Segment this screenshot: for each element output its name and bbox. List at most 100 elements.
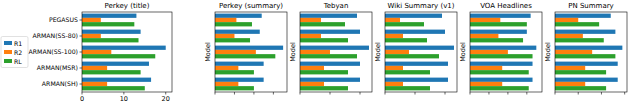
bar (385, 78, 448, 82)
x-tick (624, 92, 625, 95)
bar (215, 38, 250, 42)
frame (385, 12, 457, 92)
x-tick (360, 92, 361, 95)
bar (470, 46, 536, 50)
frame (82, 12, 172, 92)
panel: Perkey (title) 0 10 20 PEGASUS ARMAN(SS-80) AR… (29, 2, 172, 103)
y-label: Model (289, 42, 297, 62)
title: Perkey (title) (105, 2, 150, 10)
bar (470, 38, 523, 42)
legend-swatch (4, 41, 12, 45)
bar (385, 70, 430, 74)
title: Tebyan (323, 2, 349, 10)
bar (385, 50, 409, 54)
bar (82, 66, 107, 70)
legend-swatch (4, 59, 12, 63)
bar (385, 66, 403, 70)
bar (470, 22, 527, 26)
x-tick-label: 20 (162, 95, 170, 103)
bar (82, 30, 141, 34)
bar (385, 46, 454, 50)
x-tick (555, 92, 556, 95)
y-label: Model (459, 42, 467, 62)
legend: R1R2RL (1, 37, 28, 68)
bar (215, 30, 260, 34)
bar (470, 66, 502, 70)
bar (82, 54, 155, 58)
y-tick-label: PEGASUS (49, 16, 78, 23)
bars (300, 14, 369, 91)
bars (215, 14, 283, 91)
title: PN Summary (568, 2, 614, 10)
title: Wiki Summary (v1) (387, 2, 454, 10)
x-tick (488, 92, 489, 95)
y-tick-label: ARMAN(MSR) (37, 64, 78, 71)
y-tick-label: ARMAN(SS-80) (32, 32, 78, 39)
bar (385, 38, 427, 42)
bar (300, 66, 324, 70)
bar (300, 86, 348, 90)
bar (385, 18, 400, 22)
bar (215, 62, 264, 66)
bar (300, 82, 324, 86)
x-tick (526, 92, 527, 95)
frame (215, 12, 287, 92)
bar (470, 34, 498, 38)
bar (82, 70, 141, 74)
x-tick (273, 92, 274, 95)
panel: Perkey (summary)Model (204, 2, 287, 95)
y-tick (80, 36, 83, 37)
legend-label: R2 (14, 49, 22, 56)
bar (555, 62, 618, 66)
bar (82, 86, 145, 90)
bar (555, 46, 622, 50)
bar (385, 82, 403, 86)
bar (215, 86, 254, 90)
bar (385, 54, 439, 58)
bar (300, 54, 357, 58)
bar (300, 78, 360, 82)
frame (555, 12, 627, 92)
legend-label: R1 (14, 40, 22, 47)
y-tick (80, 68, 83, 69)
bar (555, 34, 583, 38)
x-tick (578, 92, 579, 95)
bar (300, 38, 348, 42)
bar (215, 66, 238, 70)
x-tick-label: 10 (120, 95, 128, 103)
legend-swatch (4, 50, 12, 54)
bar (300, 22, 345, 26)
bar (385, 34, 403, 38)
bar (300, 70, 348, 74)
bar (82, 50, 111, 54)
bar (470, 54, 533, 58)
bar (555, 78, 618, 82)
bar (555, 50, 592, 54)
bar (470, 30, 527, 34)
legend-box (1, 37, 28, 68)
bar (555, 54, 615, 58)
y-label: Model (374, 42, 382, 62)
bar (470, 86, 529, 90)
bar (215, 54, 275, 58)
x-tick (330, 92, 331, 95)
y-tick (80, 84, 83, 85)
x-tick (385, 92, 386, 95)
x-tick (470, 92, 471, 95)
bar (470, 82, 502, 86)
x-tick (445, 92, 446, 95)
bars (470, 14, 536, 91)
panel: Tebyan Model (289, 2, 372, 95)
bar (555, 38, 604, 42)
bar (215, 46, 283, 50)
bar (82, 82, 107, 86)
y-tick-label: ARMAN(SS-100) (29, 48, 78, 55)
bar (555, 70, 606, 74)
bar (470, 78, 533, 82)
y-tick-label: ARMAN(SH) (42, 80, 78, 87)
bar (300, 46, 369, 50)
y-label: Model (544, 42, 552, 62)
bar (82, 78, 151, 82)
bar (555, 14, 611, 18)
x-tick-label: 0 (80, 95, 84, 103)
